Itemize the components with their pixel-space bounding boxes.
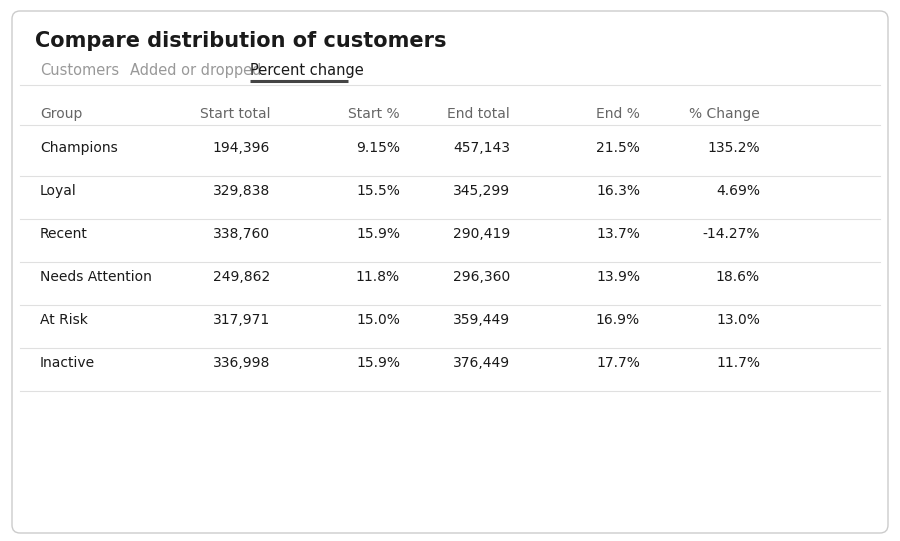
Text: Loyal: Loyal <box>40 184 76 198</box>
Text: 16.3%: 16.3% <box>596 184 640 198</box>
Text: 16.9%: 16.9% <box>596 313 640 327</box>
Text: Start total: Start total <box>200 107 270 121</box>
Text: 376,449: 376,449 <box>453 356 510 370</box>
Text: 338,760: 338,760 <box>213 227 270 241</box>
Text: 457,143: 457,143 <box>453 141 510 155</box>
Text: Compare distribution of customers: Compare distribution of customers <box>35 31 446 51</box>
Text: -14.27%: -14.27% <box>703 227 760 241</box>
Text: 13.0%: 13.0% <box>716 313 760 327</box>
Text: Champions: Champions <box>40 141 118 155</box>
Text: 15.0%: 15.0% <box>356 313 400 327</box>
Text: 296,360: 296,360 <box>453 270 510 284</box>
Text: 249,862: 249,862 <box>212 270 270 284</box>
Text: 18.6%: 18.6% <box>716 270 760 284</box>
Text: % Change: % Change <box>689 107 760 121</box>
Text: 13.9%: 13.9% <box>596 270 640 284</box>
FancyBboxPatch shape <box>12 11 888 533</box>
Text: Group: Group <box>40 107 83 121</box>
Text: End total: End total <box>447 107 510 121</box>
Text: 4.69%: 4.69% <box>716 184 760 198</box>
Text: 11.7%: 11.7% <box>716 356 760 370</box>
Text: Needs Attention: Needs Attention <box>40 270 152 284</box>
Text: 17.7%: 17.7% <box>596 356 640 370</box>
Text: Recent: Recent <box>40 227 88 241</box>
Text: 290,419: 290,419 <box>453 227 510 241</box>
Text: Customers: Customers <box>40 63 119 78</box>
Text: End %: End % <box>596 107 640 121</box>
Text: Added or dropped: Added or dropped <box>130 63 261 78</box>
Text: 194,396: 194,396 <box>212 141 270 155</box>
Text: 21.5%: 21.5% <box>596 141 640 155</box>
Text: 345,299: 345,299 <box>453 184 510 198</box>
Text: 135.2%: 135.2% <box>707 141 760 155</box>
Text: 15.9%: 15.9% <box>356 356 400 370</box>
Text: At Risk: At Risk <box>40 313 88 327</box>
Text: Percent change: Percent change <box>250 63 364 78</box>
Text: Inactive: Inactive <box>40 356 95 370</box>
Text: 359,449: 359,449 <box>453 313 510 327</box>
Text: 15.9%: 15.9% <box>356 227 400 241</box>
Text: 11.8%: 11.8% <box>356 270 400 284</box>
Text: 317,971: 317,971 <box>212 313 270 327</box>
Text: 15.5%: 15.5% <box>356 184 400 198</box>
Text: Start %: Start % <box>348 107 400 121</box>
Text: 13.7%: 13.7% <box>596 227 640 241</box>
Text: 329,838: 329,838 <box>212 184 270 198</box>
Text: 9.15%: 9.15% <box>356 141 400 155</box>
Text: 336,998: 336,998 <box>212 356 270 370</box>
